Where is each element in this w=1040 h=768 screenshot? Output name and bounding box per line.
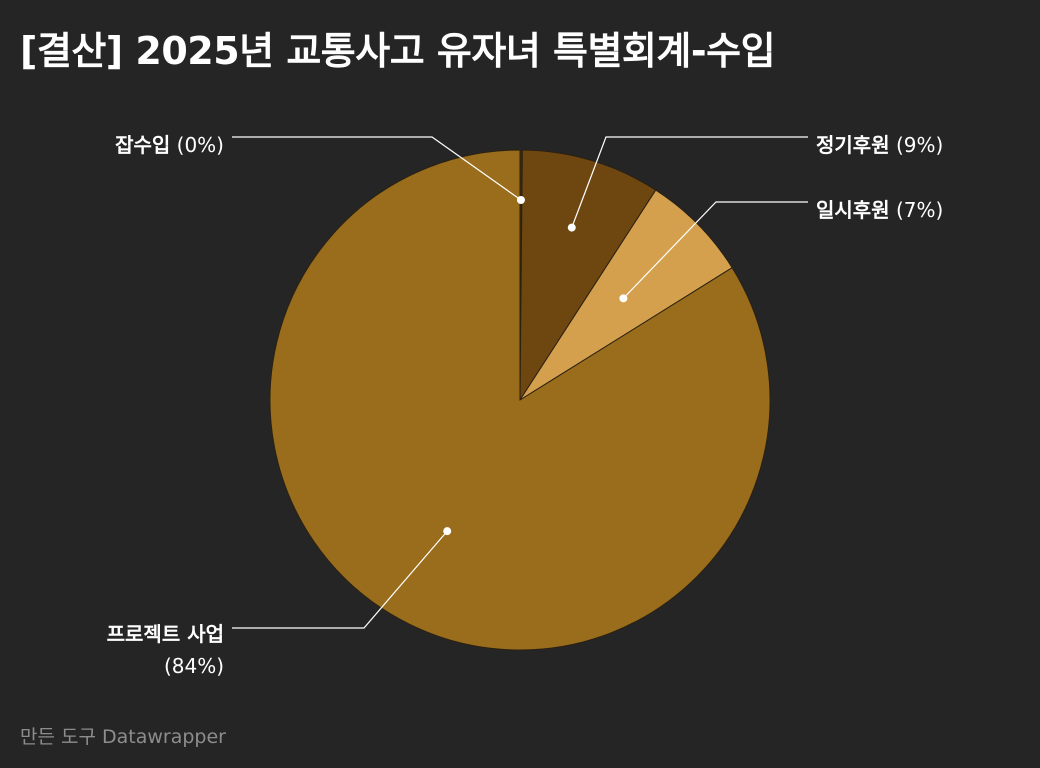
leader-dot [567,223,576,232]
leader-dot [443,527,452,536]
slice-label-percent: (9%) [890,133,944,157]
slice-label-name: 프로젝트 사업 [107,622,224,646]
slice-label: 일시후원 (7%) [816,198,943,222]
slice-label-percent: (84%) [164,654,224,678]
slice-label: 정기후원 (9%) [816,133,943,157]
pie-slice[interactable] [269,149,771,651]
leader-lines [232,136,808,629]
leader-line [571,136,808,228]
slice-label-name: 잡수입 [115,133,170,157]
slice-label: 잡수입 (0%) [115,133,224,157]
slice-label-percent: (0%) [170,133,224,157]
slice-label-name: 정기후원 [816,133,890,157]
pie-slice[interactable] [519,149,657,402]
leader-line [232,136,522,201]
leader-dot [619,294,628,303]
leader-dot [516,196,525,205]
chart-title: [결산] 2025년 교통사고 유자녀 특별회계-수입 [20,29,776,73]
slice-label: 프로젝트 사업 (84%) [107,622,224,678]
slice-label-name: 일시후원 [816,198,890,222]
leader-line [232,530,448,629]
slice-label-percent: (7%) [890,198,944,222]
slice-labels: 잡수입 (0%) 정기후원 (9%) 일시후원 (7%) 프로젝트 사업 (84%) [107,133,944,678]
leader-line [622,201,808,299]
pie-slices [269,149,771,651]
footer-credit: 만든 도구 Datawrapper [20,726,226,748]
